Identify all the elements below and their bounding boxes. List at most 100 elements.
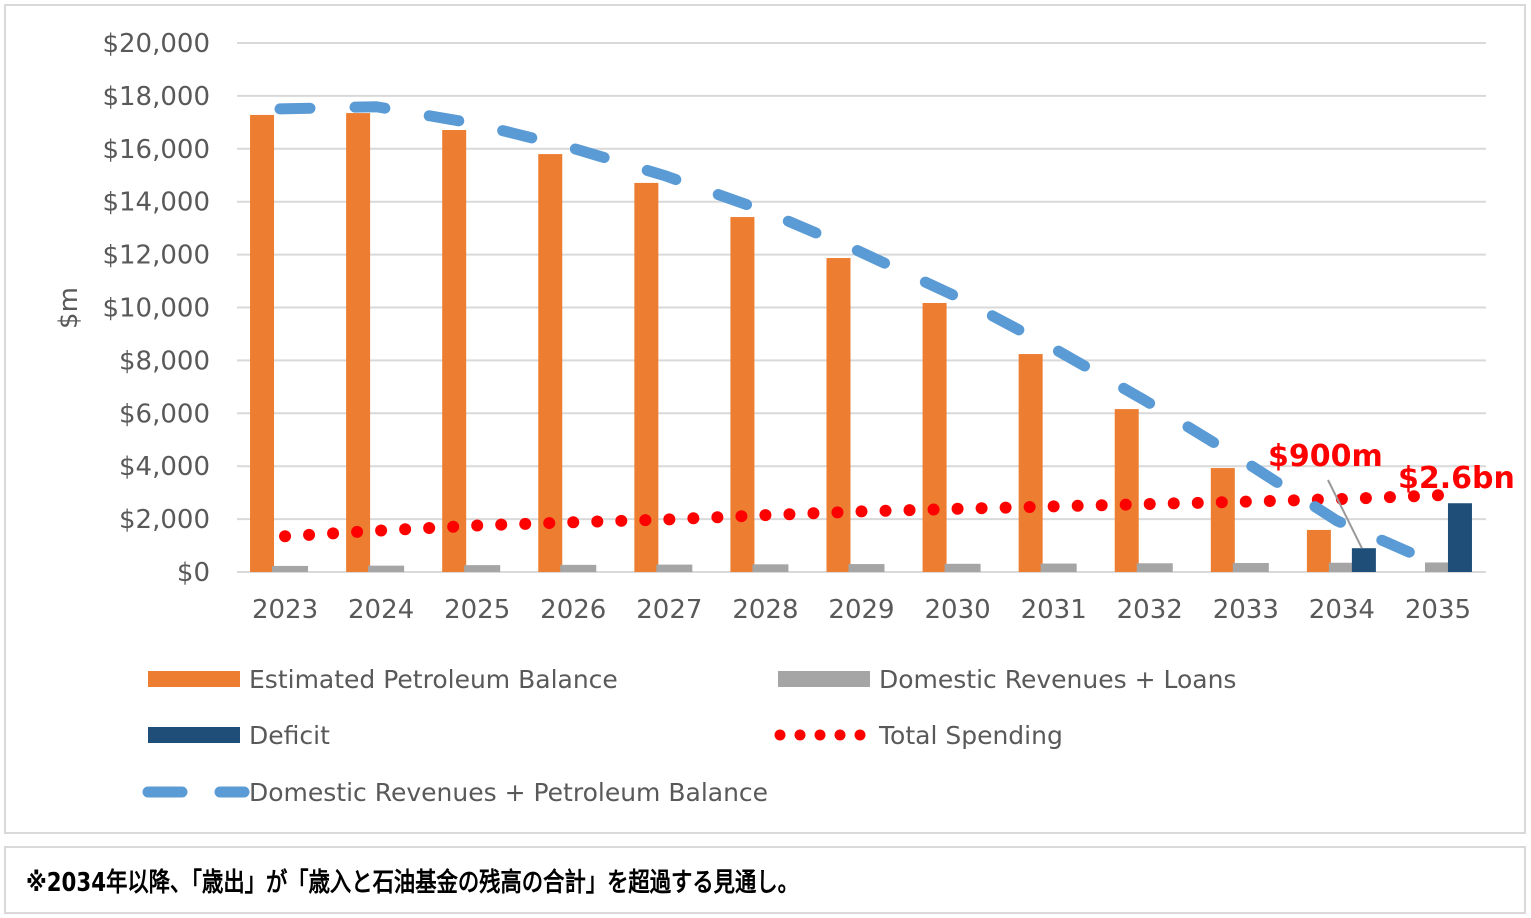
bar-domestic-revenues-loans [272, 565, 309, 572]
note-text: ※2034年以降、「歳出」が「歳入と石油基金の残高の合計」を超過する見通し。 [26, 868, 799, 898]
legend-label: Domestic Revenues + Petroleum Balance [249, 778, 768, 807]
total-spending-dot [735, 510, 748, 523]
x-tick-label: 2023 [252, 595, 318, 625]
x-tick-label: 2026 [540, 595, 606, 625]
total-spending-dot [783, 508, 796, 521]
total-spending-dot [855, 505, 868, 518]
total-spending-dot [1023, 500, 1036, 513]
total-spending-dot [327, 527, 340, 540]
total-spending-dot [351, 525, 364, 538]
total-spending-dot [1407, 490, 1420, 503]
total-spending-dot [1287, 494, 1300, 507]
y-tick-label: $12,000 [102, 241, 210, 271]
gridlines [237, 42, 1486, 573]
y-axis-ticks: $0 $2,000 $4,000 $6,000 $8,000 $10,000 $12,000… [102, 29, 210, 588]
x-tick-label: 2034 [1309, 595, 1375, 625]
total-spending-dot [1191, 496, 1204, 509]
legend-swatch-bar [148, 671, 240, 687]
total-spending-dot [663, 513, 676, 526]
y-tick-label: $18,000 [102, 82, 210, 112]
bar-estimated-petroleum-balance [1114, 409, 1139, 572]
bar-deficit [1447, 503, 1472, 572]
total-spending-dot [999, 501, 1012, 514]
total-spending-dot [903, 504, 916, 517]
legend-label: Total Spending [878, 721, 1063, 750]
total-spending-dot [303, 528, 316, 541]
x-tick-label: 2033 [1213, 595, 1279, 625]
x-tick-label: 2025 [444, 595, 510, 625]
y-tick-label: $16,000 [102, 135, 210, 165]
legend-swatch-dot [794, 729, 806, 741]
total-spending-dot [951, 502, 964, 515]
x-tick-label: 2029 [828, 595, 894, 625]
bar-domestic-revenues-loans [368, 565, 405, 572]
bar-estimated-petroleum-balance [1018, 354, 1043, 572]
x-tick-label: 2031 [1021, 595, 1087, 625]
legend-swatch-bar [148, 727, 240, 743]
bar-domestic-revenues-loans [1232, 563, 1269, 572]
bar-domestic-revenues-loans [1136, 563, 1173, 572]
y-tick-label: $8,000 [119, 346, 210, 376]
total-spending-dot [399, 523, 412, 536]
legend-swatch-dot [854, 729, 866, 741]
x-tick-label: 2035 [1405, 595, 1471, 625]
bar-estimated-petroleum-balance [826, 258, 851, 572]
bars [250, 113, 1472, 572]
total-spending-dot [615, 514, 628, 527]
total-spending-dot [375, 524, 388, 537]
domestic-plus-petroleum-line [274, 101, 1439, 568]
y-tick-label: $6,000 [119, 399, 210, 429]
y-tick-label: $4,000 [119, 452, 210, 482]
y-tick-label: $14,000 [102, 188, 210, 218]
legend-item: Domestic Revenues + Loans [778, 665, 1236, 694]
legend-swatch-dot [834, 729, 846, 741]
bar-estimated-petroleum-balance [1306, 529, 1331, 572]
legend-item: Total Spending [774, 721, 1063, 750]
legend-swatch-dot [774, 729, 786, 741]
total-spending-dot [1359, 492, 1372, 505]
domestic-plus-petroleum-series [274, 101, 1439, 568]
total-spending-dot [975, 502, 988, 515]
chart-svg: $0 $2,000 $4,000 $6,000 $8,000 $10,000 $12,000… [54, 29, 1515, 807]
x-axis-ticks: 2023 2024 2025 2026 2027 2028 2029 2030 2031 2032… [252, 595, 1471, 625]
legend-item: Domestic Revenues + Petroleum Balance [142, 778, 768, 807]
note-box: ※2034年以降、「歳出」が「歳入と石油基金の残高の合計」を超過する見通し。 [4, 846, 1526, 914]
bar-domestic-revenues-loans [1424, 562, 1461, 572]
total-spending-dot [711, 511, 724, 524]
chart-frame: $0 $2,000 $4,000 $6,000 $8,000 $10,000 $12,000… [4, 4, 1526, 834]
total-spending-dot [591, 515, 604, 528]
total-spending-dot [927, 503, 940, 516]
total-spending-dot [543, 517, 556, 530]
total-spending-dot [807, 507, 820, 520]
total-spending-dot [1071, 499, 1084, 512]
bar-estimated-petroleum-balance [538, 154, 563, 572]
x-tick-label: 2030 [924, 595, 990, 625]
bar-estimated-petroleum-balance [634, 182, 659, 572]
bar-domestic-revenues-loans [752, 564, 789, 572]
total-spending-dot [1431, 489, 1444, 502]
x-tick-label: 2028 [732, 595, 798, 625]
total-spending-series [279, 489, 1444, 543]
total-spending-dot [1383, 491, 1396, 504]
legend-item: Estimated Petroleum Balance [148, 665, 618, 694]
x-tick-label: 2032 [1117, 595, 1183, 625]
total-spending-dot [1095, 499, 1108, 512]
legend-swatch-bar [778, 671, 870, 687]
bar-estimated-petroleum-balance [922, 303, 947, 572]
total-spending-dot [1263, 494, 1276, 507]
annotation-leader-line [1327, 479, 1363, 549]
total-spending-dot [1119, 498, 1132, 511]
x-tick-label: 2027 [636, 595, 702, 625]
bar-estimated-petroleum-balance [442, 130, 467, 572]
total-spending-dot [279, 530, 292, 543]
bar-estimated-petroleum-balance [346, 113, 371, 572]
legend-label: Deficit [249, 721, 330, 750]
total-spending-dot [1239, 495, 1252, 508]
total-spending-dot [471, 519, 484, 532]
total-spending-dot [831, 506, 844, 519]
y-tick-label: $20,000 [102, 29, 210, 59]
bar-domestic-revenues-loans [1040, 563, 1077, 572]
bar-domestic-revenues-loans [1328, 562, 1365, 572]
total-spending-dot [423, 521, 436, 534]
legend-item: Deficit [148, 721, 330, 750]
